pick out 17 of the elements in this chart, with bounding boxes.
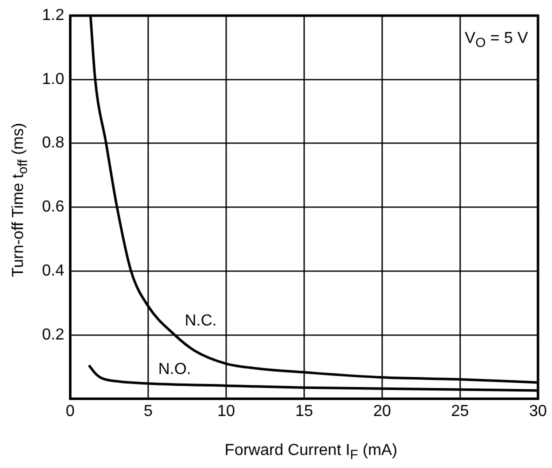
x-tick-label: 5 [144, 402, 153, 420]
y-tick-label: 0.8 [42, 134, 64, 152]
y-tick-label: 1.2 [42, 7, 64, 24]
x-axis-title: Forward Current I$_{F}$ (mA) [224, 442, 398, 462]
annotation: V$_{O}$ = 5 V [464, 30, 528, 50]
x-tick-label: 25 [451, 402, 470, 420]
y-tick-label: 1.0 [42, 70, 64, 88]
y-tick-label: 0.4 [42, 262, 64, 280]
x-tick-label: 10 [217, 402, 236, 420]
y-tick-label: 0.6 [42, 198, 64, 216]
series-label: N.O. [158, 360, 192, 378]
x-tick-label: 30 [529, 402, 547, 420]
y-tick-label: 0.2 [42, 326, 64, 344]
x-tick-label: 0 [66, 402, 75, 420]
x-tick-label: 15 [295, 402, 314, 420]
x-tick-label: 20 [373, 402, 392, 420]
series-label: N.C. [184, 312, 217, 330]
